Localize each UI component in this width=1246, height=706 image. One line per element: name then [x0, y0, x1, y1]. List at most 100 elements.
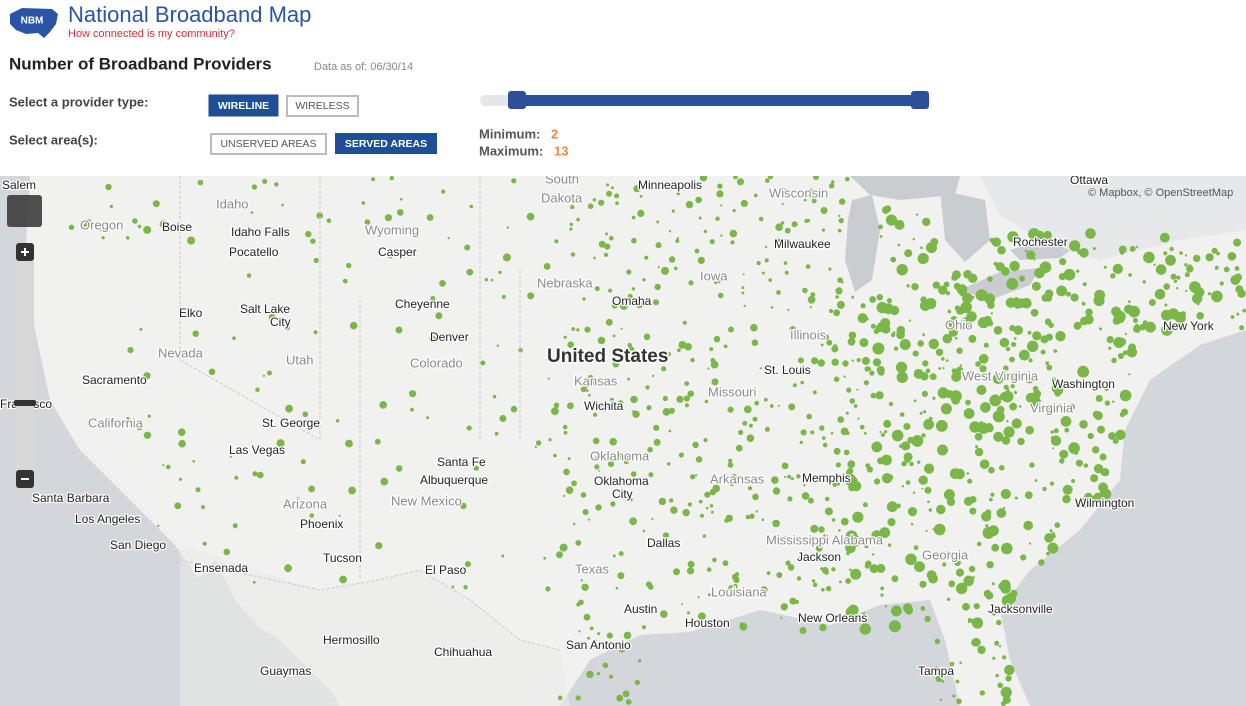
coverage-spot — [1174, 312, 1186, 324]
coverage-spot — [379, 401, 388, 409]
slider-range — [517, 95, 920, 106]
coverage-spot — [257, 471, 264, 479]
coverage-spot — [596, 404, 603, 410]
coverage-spot — [511, 178, 517, 184]
city-label: Phoenix — [300, 517, 343, 531]
coverage-spot — [735, 444, 743, 452]
coverage-spot — [109, 204, 113, 208]
coverage-spot — [983, 342, 989, 348]
region-label: Nebraska — [537, 275, 593, 290]
coverage-spot — [1142, 280, 1146, 284]
coverage-spot — [912, 237, 915, 241]
coverage-spot — [806, 194, 809, 198]
city-label: New York — [1163, 319, 1215, 333]
coverage-spot — [174, 502, 182, 510]
coverage-spot — [803, 198, 807, 202]
coverage-spot — [869, 370, 875, 376]
coverage-spot — [788, 403, 796, 411]
coverage-spot — [588, 393, 591, 397]
coverage-spot — [232, 523, 238, 529]
coverage-spot — [666, 462, 671, 466]
coverage-spot — [908, 319, 911, 322]
maximum-label: Maximum: — [479, 143, 543, 158]
button-bg — [210, 133, 327, 155]
coverage-spot — [966, 311, 977, 322]
map[interactable]: © Mapbox, © OpenStreetMap Salem Oregon Idah… — [0, 171, 1246, 706]
coverage-spot — [1029, 397, 1042, 410]
coverage-spot — [630, 471, 637, 477]
coverage-spot — [127, 347, 134, 354]
coverage-spot — [1023, 356, 1027, 360]
coverage-spot — [562, 424, 568, 430]
coverage-spot — [612, 554, 616, 558]
coverage-spot — [1230, 275, 1241, 285]
coverage-spot — [851, 295, 855, 299]
coverage-spot — [1108, 432, 1116, 440]
wireline-button[interactable]: WIRELINE — [208, 94, 279, 117]
coverage-spot — [510, 405, 518, 413]
coverage-spot — [1145, 321, 1156, 333]
coverage-spot — [620, 327, 623, 330]
coverage-spot — [1013, 390, 1018, 395]
coverage-spot — [751, 339, 759, 347]
coverage-spot — [1092, 492, 1105, 504]
coverage-spot — [884, 605, 887, 608]
coverage-spot — [832, 482, 838, 487]
coverage-spot — [597, 336, 606, 345]
unserved-button[interactable]: UNSERVED AREAS — [210, 133, 327, 155]
coverage-spot — [605, 232, 608, 236]
coverage-spot — [979, 459, 990, 470]
coverage-spot — [589, 626, 594, 631]
coverage-spot — [1148, 299, 1156, 306]
coverage-spot — [152, 200, 160, 208]
coverage-spot — [464, 561, 471, 568]
slider-handle-max[interactable] — [911, 91, 929, 109]
coverage-spot — [1117, 353, 1124, 359]
coverage-spot — [972, 576, 975, 579]
coverage-spot — [1047, 542, 1059, 554]
coverage-spot — [626, 269, 632, 275]
coverage-spot — [300, 459, 306, 465]
coverage-spot — [880, 593, 884, 597]
coverage-spot — [1124, 332, 1128, 336]
coverage-spot — [856, 358, 861, 363]
coverage-spot — [610, 501, 616, 507]
coverage-spot — [1234, 266, 1240, 271]
coverage-spot — [898, 444, 903, 448]
served-button[interactable]: SERVED AREAS — [335, 133, 437, 154]
city-label: San Diego — [110, 538, 166, 552]
coverage-spot — [627, 293, 633, 299]
coverage-spot — [618, 400, 624, 406]
coverage-spot — [943, 489, 955, 501]
coverage-spot — [824, 570, 829, 575]
zoom-handle[interactable] — [14, 400, 36, 406]
coverage-spot — [1154, 288, 1166, 300]
coverage-spot — [1113, 337, 1125, 348]
coverage-spot — [547, 377, 550, 380]
coverage-spot — [143, 225, 152, 234]
slider-handle-min[interactable] — [508, 91, 526, 109]
city-label: Pocatello — [229, 245, 279, 259]
coverage-spot — [687, 611, 690, 615]
coverage-spot — [919, 580, 927, 588]
coverage-spot — [1013, 297, 1019, 303]
coverage-spot — [975, 361, 981, 367]
wireless-button[interactable]: WIRELESS — [286, 95, 359, 117]
zoom-in-icon — [21, 248, 29, 256]
coverage-spot — [578, 630, 581, 633]
coverage-spot — [847, 337, 856, 346]
coverage-spot — [304, 522, 308, 525]
coverage-spot — [1135, 245, 1139, 248]
minimum-label: Minimum: — [479, 126, 540, 141]
coverage-spot — [955, 679, 960, 684]
coverage-spot — [874, 478, 881, 485]
coverage-spot — [805, 264, 811, 269]
pan-control[interactable] — [7, 195, 42, 227]
coverage-spot — [660, 610, 668, 618]
coverage-spot — [954, 559, 961, 566]
city-label: Los Angeles — [75, 512, 140, 526]
coverage-spot — [811, 198, 817, 204]
city-label: San Antonio — [566, 638, 631, 652]
coverage-spot — [630, 395, 638, 404]
city-label: Salt Lake — [240, 302, 290, 316]
